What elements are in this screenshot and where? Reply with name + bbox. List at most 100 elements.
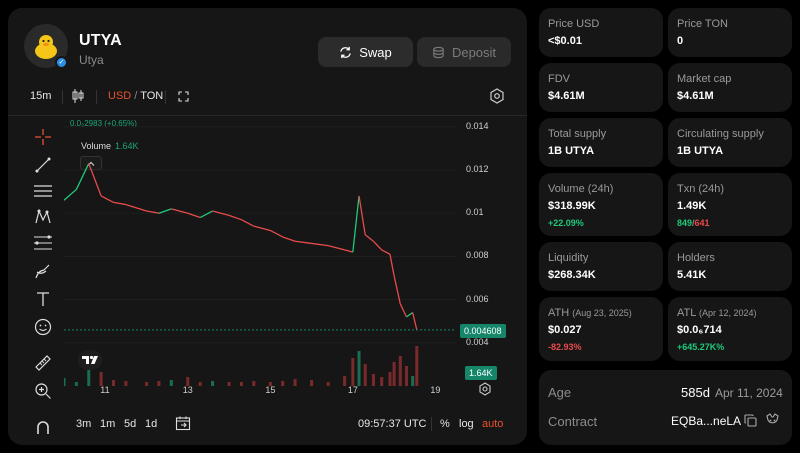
date-range-icon[interactable]	[175, 415, 191, 434]
volume-bar	[363, 364, 367, 386]
trendline-icon[interactable]	[26, 154, 60, 176]
fullscreen-icon[interactable]	[178, 91, 189, 105]
stat-label: Price USD	[548, 18, 600, 30]
price-segment	[241, 219, 255, 227]
zoom-in-icon[interactable]	[26, 380, 60, 402]
volume-bar	[99, 372, 103, 386]
magnet-icon[interactable]	[26, 417, 60, 439]
ruler-icon[interactable]	[26, 352, 60, 374]
settings-icon[interactable]	[489, 88, 505, 107]
range-1d[interactable]: 1d	[145, 418, 158, 430]
price-segment	[364, 234, 374, 242]
toolbar-divider	[96, 90, 97, 104]
candles-icon[interactable]	[72, 88, 84, 107]
stat-value: $0.027	[548, 324, 582, 336]
volume-bar	[343, 376, 347, 386]
ath-label: ATH	[548, 307, 570, 319]
stat-value: 1.49K	[677, 200, 707, 212]
range-5d[interactable]: 5d	[124, 418, 137, 430]
price-segment	[228, 214, 242, 221]
pattern-icon[interactable]	[26, 206, 60, 228]
percent-toggle[interactable]: %	[440, 418, 450, 430]
explorer-icon[interactable]	[765, 413, 780, 433]
stat-buys-sells: 849/641	[677, 218, 710, 228]
price-tick-label: 0.008	[466, 250, 489, 261]
tradingview-logo	[78, 350, 102, 370]
price-segment	[352, 195, 360, 253]
fib-icon[interactable]	[26, 232, 60, 254]
volume-legend-label: Volume	[81, 141, 112, 151]
volume-legend: Volume 1.64K	[81, 141, 139, 151]
contract-address[interactable]: EQBa...neLA	[671, 414, 742, 428]
chart-toolbar: 15m USD / TON	[8, 76, 527, 116]
volume-bar	[411, 376, 415, 386]
price-segment	[344, 249, 354, 253]
log-toggle[interactable]: log	[459, 418, 474, 430]
stat-label: Market cap	[677, 73, 732, 85]
price-segment	[158, 208, 172, 214]
stat-fdv: FDV $4.61M	[539, 63, 663, 112]
crosshair-icon[interactable]	[26, 126, 60, 148]
stat-market-cap: Market cap $4.61M	[668, 63, 792, 112]
text-icon[interactable]	[26, 288, 60, 310]
stat-ath: ATH (Aug 23, 2025) $0.027 -82.93%	[539, 297, 663, 361]
interval-selector[interactable]: 15m	[30, 90, 52, 102]
price-segment	[393, 275, 401, 305]
stat-value: <$0.01	[548, 35, 582, 47]
stat-label: Holders	[677, 252, 715, 264]
deposit-label: Deposit	[451, 44, 497, 60]
swap-icon	[340, 46, 352, 58]
stat-change: +22.09%	[548, 218, 584, 228]
current-price-tag: 0.004608	[460, 324, 506, 338]
time-tick-label: 19	[430, 385, 441, 395]
gear-icon[interactable]	[478, 382, 492, 401]
price-chart[interactable]	[64, 116, 518, 406]
brush-icon[interactable]	[26, 260, 60, 282]
stat-txn-24h: Txn (24h) 1.49K 849/641	[668, 173, 792, 236]
volume-bar	[157, 381, 161, 386]
auto-toggle[interactable]: auto	[482, 418, 504, 430]
volume-bar	[252, 381, 256, 386]
volume-bar	[112, 380, 116, 386]
price-tick-label: 0.012	[466, 164, 489, 174]
price-segment	[88, 163, 102, 197]
currency-toggle[interactable]: USD / TON	[108, 90, 163, 102]
swap-button[interactable]: Swap	[318, 37, 413, 67]
stat-liquidity: Liquidity $268.34K	[539, 242, 663, 291]
range-1m[interactable]: 1m	[100, 418, 116, 430]
token-info-card: Age 585d Apr 11, 2024 Contract EQBa...ne…	[539, 370, 792, 445]
currency-ton: TON	[140, 90, 164, 102]
price-segment	[253, 225, 271, 232]
buys-count: 849	[677, 218, 693, 228]
contract-label: Contract	[548, 414, 598, 429]
stat-value: $318.99K	[548, 200, 596, 212]
volume-bar	[124, 381, 128, 386]
stat-label: ATH (Aug 23, 2025)	[548, 307, 632, 319]
stat-value: 1B UTYA	[548, 145, 595, 157]
volume-bar	[87, 356, 91, 386]
deposit-button[interactable]: Deposit	[417, 37, 511, 67]
emoji-icon[interactable]	[26, 316, 60, 338]
stat-holders: Holders 5.41K	[668, 242, 792, 291]
database-icon	[433, 46, 444, 58]
swap-label: Swap	[359, 44, 392, 60]
price-segment	[381, 249, 391, 255]
volume-bar	[239, 382, 243, 386]
price-change: 0.0₂2983 (+0.65%)	[70, 119, 137, 128]
copy-icon[interactable]	[744, 414, 757, 432]
price-segment	[358, 195, 366, 235]
stat-price-ton: Price TON 0	[668, 8, 792, 57]
stat-circulating-supply: Circulating supply 1B UTYA	[668, 118, 792, 167]
price-segment	[282, 236, 296, 242]
utc-clock[interactable]: 09:57:37 UTC	[358, 418, 427, 430]
volume-bar	[281, 381, 285, 386]
range-3m[interactable]: 3m	[76, 418, 92, 430]
horizontal-lines-icon[interactable]	[26, 180, 60, 202]
volume-bar	[415, 346, 419, 386]
price-segment	[406, 312, 414, 318]
stat-atl: ATL (Apr 12, 2024) $0.0₆714 +645.27K%	[668, 297, 792, 361]
time-tick-label: 13	[182, 385, 193, 395]
price-segment	[327, 244, 345, 251]
current-volume-tag: 1.64K	[465, 366, 497, 380]
bottom-divider	[431, 417, 432, 431]
